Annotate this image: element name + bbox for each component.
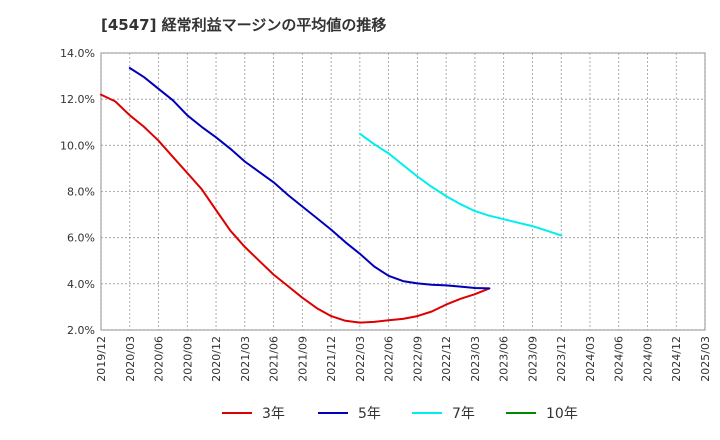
x-tick-label: 2025/03 (699, 336, 712, 382)
x-tick-label: 2021/06 (268, 336, 281, 382)
y-tick-label: 6.0% (67, 232, 95, 245)
x-tick-label: 2021/03 (239, 336, 252, 382)
series-line-2 (358, 132, 563, 237)
legend-label: 7年 (452, 406, 475, 422)
x-tick-label: 2020/12 (210, 336, 223, 382)
x-tick-label: 2020/09 (181, 336, 194, 382)
x-tick-label: 2019/12 (95, 336, 108, 382)
x-tick-label: 2021/09 (296, 336, 309, 382)
series-line-1 (128, 67, 491, 290)
x-tick-label: 2021/12 (325, 336, 338, 382)
x-tick-label: 2024/03 (584, 336, 597, 382)
x-tick-label: 2022/03 (354, 336, 367, 382)
x-tick-label: 2024/12 (670, 336, 683, 382)
legend-label: 5年 (358, 406, 381, 422)
legend-label: 3年 (262, 406, 285, 422)
x-tick-label: 2024/06 (613, 336, 626, 382)
x-tick-label: 2022/06 (383, 336, 396, 382)
y-tick-label: 12.0% (60, 93, 95, 106)
y-tick-label: 4.0% (67, 278, 95, 291)
x-tick-label: 2023/03 (469, 336, 482, 382)
chart-title: [4547] 経常利益マージンの平均値の推移 (101, 16, 387, 34)
x-tick-label: 2022/09 (411, 336, 424, 382)
x-tick-label: 2023/12 (555, 336, 568, 382)
x-tick-label: 2023/09 (526, 336, 539, 382)
y-tick-label: 10.0% (60, 139, 95, 152)
y-tick-label: 14.0% (60, 47, 95, 60)
y-tick-label: 2.0% (67, 324, 95, 337)
legend-label: 10年 (546, 406, 578, 422)
x-tick-label: 2020/06 (153, 336, 166, 382)
x-tick-label: 2023/06 (498, 336, 511, 382)
y-tick-label: 8.0% (67, 186, 95, 199)
series-line-0 (100, 93, 491, 324)
x-tick-label: 2022/12 (440, 336, 453, 382)
x-tick-label: 2024/09 (641, 336, 654, 382)
x-tick-label: 2020/03 (124, 336, 137, 382)
